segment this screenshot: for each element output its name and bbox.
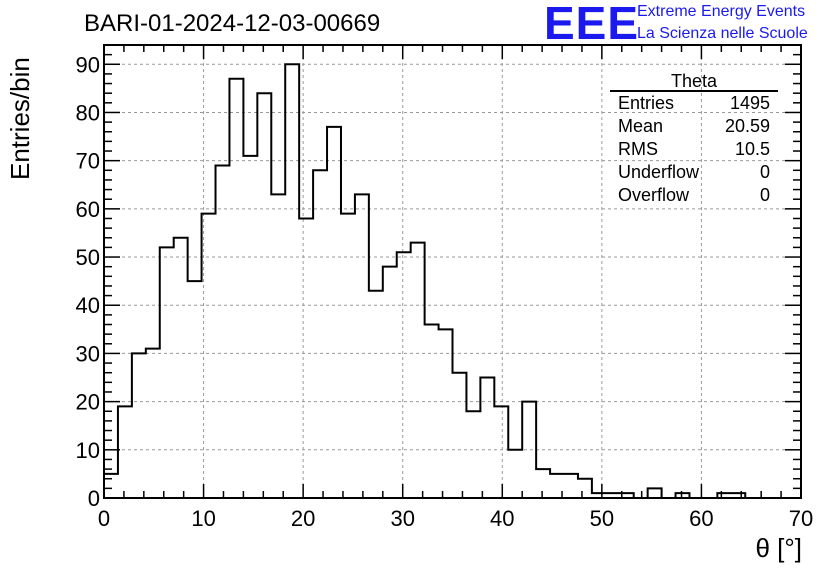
- histogram-outline: [103, 63, 801, 499]
- histogram-bin: [508, 450, 522, 498]
- tick-labels: 0 10 20 30 40 50 60 70 0 10 20 30 40 50 60 70 80 90: [76, 52, 814, 531]
- histogram-bin: [369, 291, 383, 498]
- histogram-bin: [243, 156, 257, 498]
- histogram-bin: [453, 373, 467, 498]
- histogram-bin: [648, 488, 662, 498]
- histogram-bin: [480, 378, 494, 498]
- y-tick-label: 60: [76, 197, 100, 222]
- stats-label: Mean: [618, 116, 664, 136]
- histogram-bin: [466, 411, 480, 498]
- stats-label: Entries: [618, 93, 675, 113]
- stats-value: 1495: [729, 93, 770, 113]
- stats-label: Overflow: [618, 185, 690, 205]
- histogram-bin: [327, 127, 341, 498]
- stats-value: 0: [759, 162, 770, 182]
- y-tick-label: 70: [76, 149, 100, 174]
- y-tick-label: 40: [76, 293, 100, 318]
- x-tick-label: 60: [689, 506, 713, 531]
- stats-value: 0: [759, 185, 770, 205]
- histogram-bin: [216, 165, 230, 498]
- histogram-bin: [536, 469, 550, 498]
- grid: [104, 45, 801, 498]
- histogram: [103, 63, 801, 499]
- histogram-bin: [439, 329, 453, 498]
- stats-row-overflow: Overflow 0: [610, 184, 778, 207]
- y-tick-label: 90: [76, 52, 100, 77]
- stats-value: 20.59: [724, 116, 770, 136]
- y-tick-label: 50: [76, 245, 100, 270]
- stats-box: Theta Entries 1495 Mean 20.59 RMS 10.5 U…: [610, 72, 778, 207]
- histogram-bin: [257, 93, 271, 498]
- y-tick-label: 0: [88, 486, 100, 511]
- stats-row-rms: RMS 10.5: [610, 138, 778, 161]
- histogram-bin: [564, 474, 578, 498]
- histogram-bin: [202, 214, 216, 498]
- stats-row-underflow: Underflow 0: [610, 161, 778, 184]
- histogram-bin: [355, 194, 369, 498]
- histogram-bin: [397, 252, 411, 498]
- histogram-bin: [118, 406, 132, 498]
- histogram-bin: [578, 479, 592, 498]
- y-tick-label: 10: [76, 438, 100, 463]
- x-axis-label: θ [°]: [755, 533, 802, 563]
- x-tick-label: 70: [789, 506, 813, 531]
- y-tick-label: 30: [76, 341, 100, 366]
- logo-line-2: La Scienza nelle Scuole: [637, 25, 808, 42]
- stats-label: Underflow: [618, 162, 700, 182]
- histogram-bin: [174, 238, 188, 498]
- stats-row-entries: Entries 1495: [610, 92, 778, 115]
- histogram-bin: [271, 194, 285, 498]
- histogram-bin: [313, 170, 327, 498]
- histogram-bin: [146, 349, 160, 498]
- histogram-bin: [411, 243, 425, 498]
- stats-label: RMS: [618, 139, 658, 159]
- axis-ticks: [103, 44, 802, 499]
- x-tick-label: 40: [490, 506, 514, 531]
- histogram-bin: [299, 218, 313, 498]
- plot-frame: [103, 44, 802, 499]
- histogram-bin: [132, 353, 146, 498]
- x-tick-label: 0: [98, 506, 110, 531]
- histogram-bin: [494, 406, 508, 498]
- histogram-bin: [383, 267, 397, 498]
- histogram-bin: [229, 79, 243, 498]
- histogram-bin: [104, 474, 118, 498]
- histogram-bin: [522, 402, 536, 498]
- y-tick-label: 80: [76, 100, 100, 125]
- stats-value: 10.5: [734, 139, 770, 159]
- histogram-bin: [160, 247, 174, 498]
- histogram-bin: [188, 281, 202, 498]
- eee-logo: EEE: [544, 0, 640, 49]
- stats-row-mean: Mean 20.59: [610, 115, 778, 138]
- stats-title: Theta: [610, 72, 778, 92]
- histogram-bin: [341, 214, 355, 498]
- x-tick-label: 30: [390, 506, 414, 531]
- logo-line-1: Extreme Energy Events: [637, 3, 806, 20]
- x-tick-label: 20: [291, 506, 315, 531]
- y-tick-label: 20: [76, 390, 100, 415]
- histogram-bin: [425, 325, 439, 498]
- x-tick-label: 50: [590, 506, 614, 531]
- y-axis-label: Entries/bin: [5, 57, 35, 180]
- chart-title: BARI-01-2024-12-03-00669: [84, 10, 381, 37]
- x-tick-label: 10: [191, 506, 215, 531]
- histogram-bin: [285, 64, 299, 498]
